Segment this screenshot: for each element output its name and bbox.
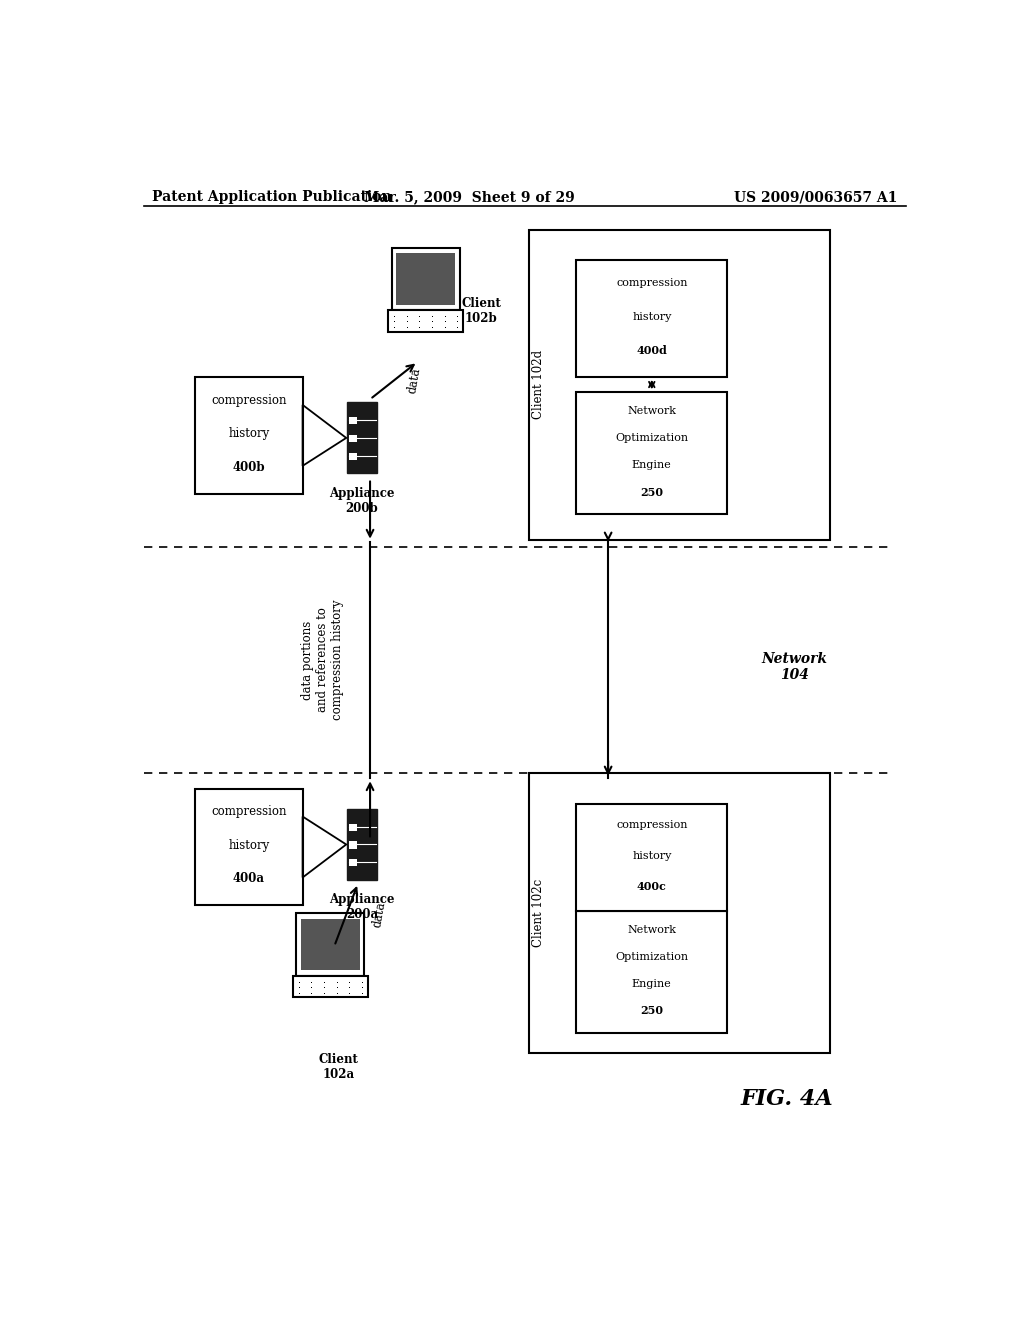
Bar — [577, 260, 727, 378]
Polygon shape — [388, 310, 463, 331]
Text: Patent Application Publication: Patent Application Publication — [152, 190, 391, 205]
Text: Client 102c: Client 102c — [531, 879, 545, 948]
Bar — [349, 824, 357, 830]
Text: data portions
and references to
compression history: data portions and references to compress… — [301, 599, 344, 721]
Text: compression: compression — [616, 820, 687, 830]
Text: Network: Network — [628, 407, 676, 416]
Text: Client 102d: Client 102d — [531, 350, 545, 420]
Bar — [528, 774, 830, 1053]
Bar — [349, 434, 357, 442]
Polygon shape — [293, 977, 368, 998]
Bar — [577, 911, 727, 1032]
Text: compression: compression — [211, 393, 287, 407]
Bar — [196, 378, 303, 494]
Text: Appliance
200a: Appliance 200a — [330, 894, 395, 921]
Text: history: history — [632, 312, 672, 322]
Text: US 2009/0063657 A1: US 2009/0063657 A1 — [734, 190, 898, 205]
Text: FIG. 4A: FIG. 4A — [740, 1088, 833, 1110]
Text: Client
102a: Client 102a — [318, 1053, 358, 1081]
Text: Client
102b: Client 102b — [461, 297, 501, 325]
Text: history: history — [228, 838, 269, 851]
Text: 400a: 400a — [233, 873, 265, 886]
Text: Network: Network — [628, 924, 676, 935]
Text: 400b: 400b — [232, 461, 265, 474]
Text: 400c: 400c — [637, 880, 667, 891]
Bar — [349, 453, 357, 459]
Polygon shape — [391, 248, 460, 310]
Bar — [349, 859, 357, 866]
Polygon shape — [396, 253, 455, 305]
Text: compression: compression — [211, 805, 287, 818]
Bar — [577, 804, 727, 911]
Bar — [349, 417, 357, 424]
Text: Engine: Engine — [632, 978, 672, 989]
Text: 250: 250 — [640, 487, 664, 498]
Text: 250: 250 — [640, 1006, 664, 1016]
Bar — [347, 809, 377, 880]
Polygon shape — [296, 913, 365, 977]
Text: Optimization: Optimization — [615, 433, 688, 444]
Text: 400d: 400d — [636, 345, 668, 355]
Bar — [349, 841, 357, 849]
Text: Engine: Engine — [632, 461, 672, 470]
Text: history: history — [632, 850, 672, 861]
Bar — [347, 403, 377, 474]
Text: Optimization: Optimization — [615, 952, 688, 961]
Text: compression: compression — [616, 279, 687, 288]
Bar — [196, 788, 303, 906]
Text: Network
104: Network 104 — [762, 652, 827, 681]
Text: data: data — [370, 900, 387, 928]
Polygon shape — [301, 919, 359, 970]
Text: data: data — [406, 367, 423, 395]
Text: Mar. 5, 2009  Sheet 9 of 29: Mar. 5, 2009 Sheet 9 of 29 — [364, 190, 574, 205]
Text: history: history — [228, 428, 269, 440]
Text: Appliance
200b: Appliance 200b — [330, 487, 395, 515]
Bar — [528, 230, 830, 540]
Bar — [577, 392, 727, 515]
